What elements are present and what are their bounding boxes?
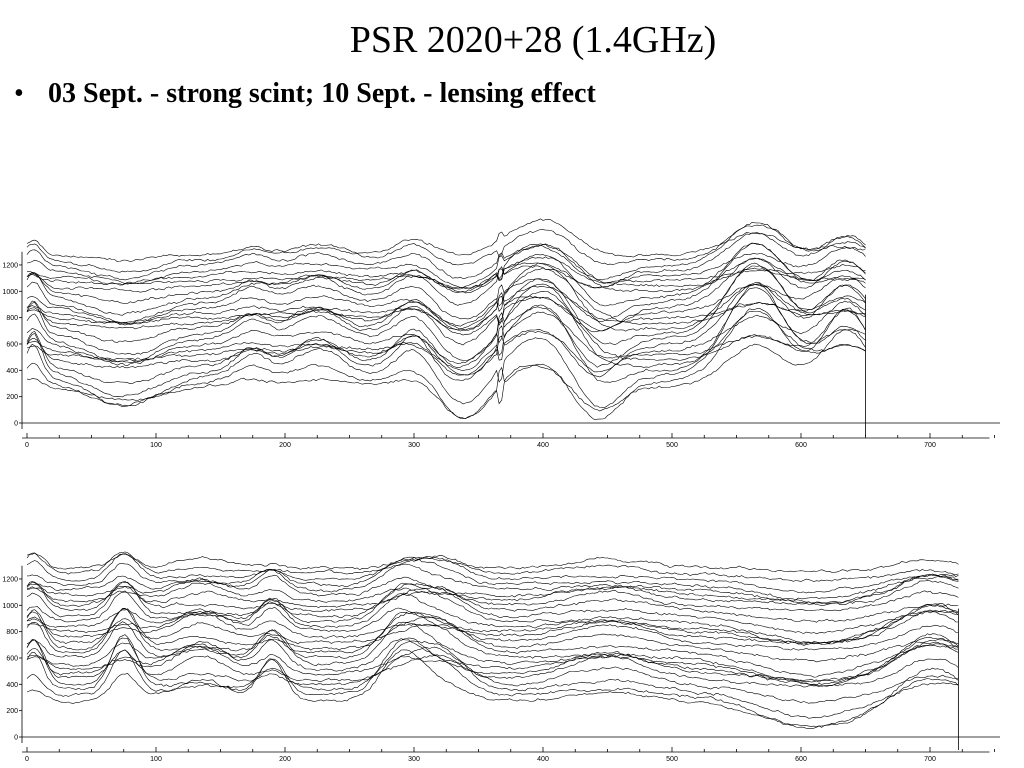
y-tick-label: 1000	[2, 603, 18, 610]
spectrum-trace	[26, 311, 866, 372]
y-tick-label: 400	[6, 682, 18, 689]
spectrum-trace	[26, 552, 959, 573]
spectrum-trace	[26, 242, 866, 324]
x-tick-label: 700	[924, 442, 936, 449]
spectrum-trace	[26, 621, 959, 687]
spectrum-trace	[26, 556, 959, 601]
y-tick-label: 1000	[2, 289, 18, 296]
spectrum-trace	[26, 224, 866, 273]
spectrum-trace	[26, 583, 959, 644]
spectrum-trace	[26, 609, 959, 651]
y-tick-label: 200	[6, 394, 18, 401]
spectrum-trace	[26, 611, 959, 686]
spectrum-trace	[26, 287, 866, 398]
trace-group	[26, 218, 866, 421]
spectrum-trace	[26, 641, 959, 683]
x-tick-label: 100	[150, 442, 162, 449]
spectrum-trace	[26, 580, 959, 635]
y-tick-label: 0	[14, 421, 18, 428]
x-tick-label: 600	[795, 756, 807, 763]
spectrum-trace	[26, 275, 866, 336]
x-tick-label: 0	[25, 442, 29, 449]
x-tick-label: 300	[408, 756, 420, 763]
spectrum-trace	[26, 574, 959, 605]
trace-group	[26, 551, 959, 729]
spectrum-trace	[26, 283, 866, 409]
bullet-text: 03 Sept. - strong scint; 10 Sept. - lens…	[48, 78, 596, 109]
spectrum-trace	[26, 580, 959, 607]
spectrum-trace	[26, 300, 866, 376]
spectrum-trace	[26, 563, 959, 604]
x-tick-label: 200	[279, 442, 291, 449]
x-tick-label: 300	[408, 442, 420, 449]
y-tick-label: 200	[6, 708, 18, 715]
spectrum-trace	[26, 634, 959, 719]
x-tick-label: 400	[537, 756, 549, 763]
spectrum-trace	[26, 607, 959, 678]
spectrum-trace	[26, 257, 866, 333]
y-tick-label: 400	[6, 368, 18, 375]
x-tick-label: 700	[924, 756, 936, 763]
spectrum-trace	[26, 551, 959, 582]
spectrum-trace	[26, 232, 866, 290]
x-tick-label: 500	[666, 756, 678, 763]
spectrum-trace	[26, 608, 959, 663]
slide-title: PSR 2020+28 (1.4GHz)	[349, 19, 717, 61]
scintillation-plot-10-sept: 0 200 400 600 800 1000 1200 0 100 200 300 400 500 600…	[2, 551, 1000, 763]
y-tick-label: 800	[6, 315, 18, 322]
spectrum-trace	[26, 265, 866, 356]
spectrum-trace	[26, 592, 959, 646]
spectrum-trace	[26, 610, 959, 645]
spectrum-trace	[26, 553, 959, 594]
spectrum-trace	[26, 581, 959, 623]
y-tick-label: 0	[14, 735, 18, 742]
spectrum-trace	[26, 243, 866, 304]
spectrum-trace	[26, 262, 866, 368]
x-tick-label: 0	[25, 756, 29, 763]
bullet-symbol: •	[14, 78, 24, 109]
spectrum-trace	[26, 290, 866, 369]
spectrum-trace	[26, 283, 866, 385]
spectrum-trace	[26, 247, 866, 294]
scintillation-plot-03-sept: 0 200 400 600 800 1000 1200 0 100 200 300 400 500 600…	[2, 218, 1000, 449]
spectrum-trace	[26, 307, 866, 421]
spectrum-trace	[26, 633, 959, 682]
spectrum-trace	[26, 637, 959, 704]
y-tick-label: 1200	[2, 576, 18, 583]
x-tick-label: 600	[795, 442, 807, 449]
spectrum-trace	[26, 262, 866, 343]
spectrum-trace	[26, 281, 866, 378]
spectrum-trace	[26, 329, 866, 419]
spectrum-trace	[26, 218, 866, 263]
spectrum-trace	[26, 649, 959, 729]
spectrum-trace	[26, 604, 959, 644]
y-tick-label: 1200	[2, 262, 18, 269]
x-tick-label: 500	[666, 442, 678, 449]
y-tick-label: 600	[6, 341, 18, 348]
spectrum-trace	[26, 637, 959, 727]
bullet-point: • 03 Sept. - strong scint; 10 Sept. - len…	[14, 78, 596, 110]
spectrum-trace	[26, 242, 866, 316]
y-tick-label: 800	[6, 629, 18, 636]
spectrum-trace	[26, 581, 959, 612]
spectrum-trace	[26, 285, 866, 332]
x-tick-label: 200	[279, 756, 291, 763]
spectrum-trace	[26, 639, 959, 688]
x-tick-label: 100	[150, 756, 162, 763]
x-tick-label: 400	[537, 442, 549, 449]
spectrum-trace	[26, 244, 866, 293]
y-tick-label: 600	[6, 655, 18, 662]
